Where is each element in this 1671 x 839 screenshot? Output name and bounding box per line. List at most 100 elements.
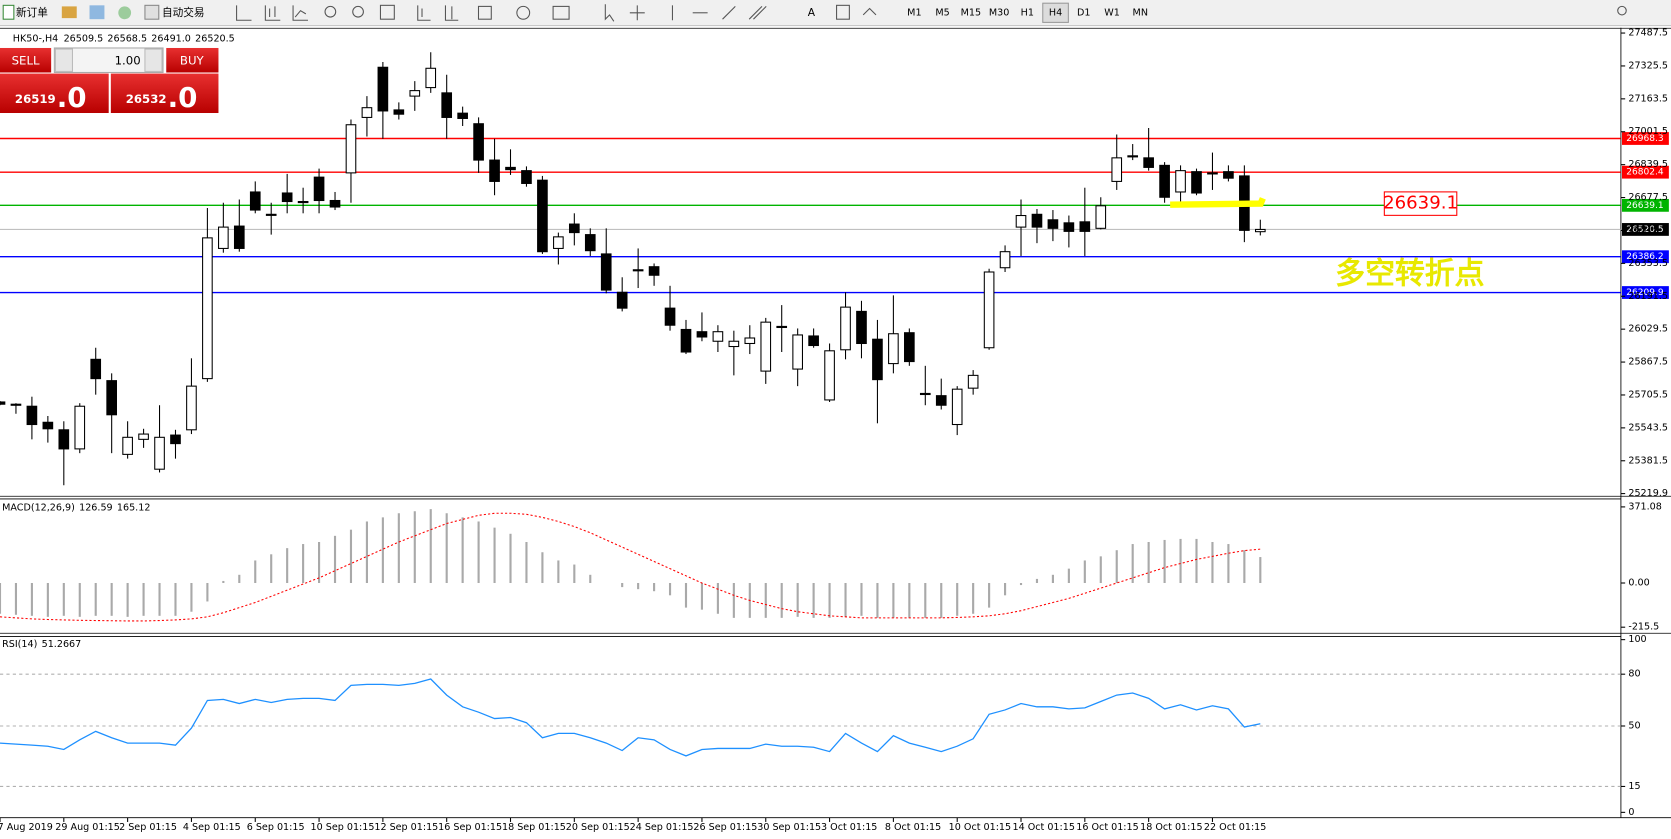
candle-body <box>967 374 979 389</box>
timeframe-button[interactable]: D1 <box>1077 7 1090 18</box>
active-timeframe <box>1042 2 1069 23</box>
y-tick-label: 100 <box>1628 634 1646 645</box>
price-tag <box>1621 286 1669 299</box>
toolbar <box>0 0 1671 26</box>
tool-icon[interactable] <box>379 4 395 20</box>
tool-icon[interactable] <box>444 5 459 21</box>
new-order-button[interactable]: 新订单 <box>2 4 48 20</box>
sell-price-box[interactable] <box>0 73 109 114</box>
candle-body <box>808 335 819 347</box>
x-tick-label: 6 Sep 01:15 <box>247 822 305 833</box>
candle-body <box>983 271 995 349</box>
candle-body <box>537 179 548 253</box>
macd-value: 126.59 <box>79 502 113 513</box>
candle-body <box>632 269 644 272</box>
tool-icon[interactable] <box>264 5 281 21</box>
ohlc-low: 26491.0 <box>151 33 191 44</box>
price-tag-label: 26639.1 <box>1626 201 1663 211</box>
y-tick-label: 25705.5 <box>1628 389 1668 400</box>
sell-button[interactable] <box>0 47 52 73</box>
tool-icon[interactable] <box>836 4 850 20</box>
tool-icon[interactable] <box>61 6 77 19</box>
lot-value[interactable]: 1.00 <box>115 53 141 67</box>
tool-icon[interactable] <box>417 5 431 21</box>
y-tick-label: 80 <box>1628 669 1640 680</box>
x-tick-label: 24 Sep 01:15 <box>630 822 694 833</box>
timeframe-button[interactable]: M5 <box>935 7 949 18</box>
text-tool-icon[interactable]: A <box>808 6 816 19</box>
annotation-price: 26639.1 <box>1383 193 1458 214</box>
timeframe-button[interactable]: H1 <box>1021 7 1034 18</box>
y-tick-label: 26677.5 <box>1628 192 1668 203</box>
macd-signal-line <box>0 512 1261 622</box>
tool-icon[interactable] <box>516 5 531 20</box>
tool-icon[interactable] <box>552 5 570 20</box>
candle-body <box>1207 172 1218 175</box>
tool-icon[interactable] <box>324 5 337 18</box>
tool-icon[interactable] <box>748 6 767 20</box>
candle-body <box>888 333 899 365</box>
candle-body <box>26 405 38 426</box>
macd-signal-value: 165.12 <box>117 502 151 513</box>
lot-up[interactable] <box>144 48 163 72</box>
tool-icon[interactable] <box>477 5 492 20</box>
candle-body <box>1079 221 1091 232</box>
buy-label[interactable]: BUY <box>180 53 205 67</box>
candle-body <box>377 66 389 112</box>
search-icon[interactable] <box>1617 5 1627 16</box>
tool-icon[interactable] <box>292 5 308 21</box>
tool-icon[interactable] <box>722 6 736 20</box>
candle-body <box>313 176 325 202</box>
candle-body <box>1047 219 1059 229</box>
new-order-label[interactable]: 新订单 <box>16 6 48 19</box>
candle-body <box>345 124 357 174</box>
candle-body <box>409 90 421 97</box>
candle-body <box>329 199 341 208</box>
candle-body <box>10 403 22 406</box>
lot-down[interactable] <box>54 48 73 72</box>
candle-body <box>233 225 245 249</box>
timeframe-button[interactable]: H4 <box>1049 7 1062 18</box>
tool-icon[interactable] <box>89 5 105 20</box>
tool-icon[interactable] <box>862 7 877 16</box>
candle-body <box>1191 171 1202 194</box>
candle-body <box>999 251 1011 269</box>
auto-trading-button[interactable]: 自动交易 <box>144 4 205 20</box>
tool-icon[interactable] <box>604 4 615 22</box>
candle-body <box>0 401 6 405</box>
candle-body <box>696 331 708 338</box>
candle-body <box>297 200 309 204</box>
candle-body <box>249 191 261 211</box>
buy-button[interactable] <box>166 47 219 73</box>
candle-body <box>90 358 102 380</box>
highlight-stroke <box>1170 197 1266 208</box>
candle-body <box>664 307 676 326</box>
price-tag-label: 26209.9 <box>1626 288 1664 298</box>
auto-trading-label[interactable]: 自动交易 <box>162 6 205 19</box>
sell-label[interactable]: SELL <box>12 53 40 67</box>
buy-price: 26532.0 <box>126 81 198 114</box>
price-tag <box>1621 165 1669 179</box>
timeframe-button[interactable]: M1 <box>907 7 921 18</box>
candle-body <box>74 405 86 450</box>
candle-body <box>1127 155 1139 158</box>
timeframe-button[interactable]: W1 <box>1104 7 1120 18</box>
x-tick-label: 16 Sep 01:15 <box>438 822 502 833</box>
x-tick-label: 10 Sep 01:15 <box>311 822 375 833</box>
tool-icon[interactable] <box>236 5 252 21</box>
tool-icon[interactable] <box>118 6 132 20</box>
tool-icon[interactable] <box>352 5 364 18</box>
buy-price-box[interactable] <box>110 73 219 114</box>
candle-body <box>616 291 628 309</box>
tool-icon[interactable] <box>629 5 645 21</box>
candle-body <box>281 192 293 203</box>
ohlc-high: 26568.5 <box>107 33 147 44</box>
timeframe-button[interactable]: M15 <box>961 7 981 18</box>
timeframe-button[interactable]: MN <box>1133 7 1148 18</box>
candle-body <box>1143 157 1154 168</box>
y-tick-label: 25867.5 <box>1628 357 1668 368</box>
timeframe-button[interactable]: M30 <box>989 7 1009 18</box>
candle-body <box>680 328 692 353</box>
candle-body <box>792 334 803 370</box>
